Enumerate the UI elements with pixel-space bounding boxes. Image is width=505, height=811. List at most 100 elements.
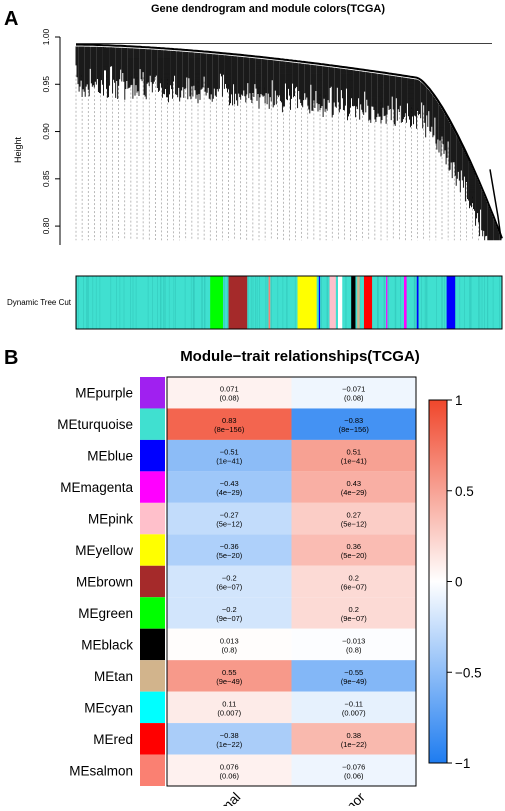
heatmap-cell	[291, 502, 416, 535]
heatmap-cell	[167, 471, 292, 503]
cell-correlation: 0.076	[220, 762, 239, 771]
cell-correlation: −0.2	[222, 605, 237, 614]
dendrogram-top	[76, 43, 503, 239]
module-swatch	[140, 471, 165, 503]
module-label: MEpurple	[75, 386, 133, 401]
cell-pvalue: (8e−156)	[339, 425, 370, 434]
cell-pvalue: (5e−20)	[341, 551, 368, 560]
heatmap-cell	[167, 408, 292, 440]
cell-correlation: 0.38	[346, 731, 361, 740]
cell-pvalue: (1e−22)	[341, 740, 368, 749]
cell-pvalue: (5e−12)	[216, 520, 243, 529]
panel-a-label: A	[4, 8, 18, 30]
dendrogram-tail	[489, 169, 502, 239]
cell-correlation: 0.36	[346, 542, 361, 551]
panel-a: A Gene dendrogram and module colors(TCGA…	[4, 3, 503, 330]
legend-tick-label: 1	[455, 393, 463, 408]
module-label: MEbrown	[76, 575, 133, 590]
cell-pvalue: (6e−07)	[216, 583, 243, 592]
cell-correlation: 0.51	[346, 448, 361, 457]
cell-pvalue: (0.007)	[217, 708, 241, 717]
color-band	[297, 276, 317, 329]
color-band	[228, 276, 248, 329]
cell-correlation: 0.27	[346, 511, 361, 520]
cell-correlation: −0.27	[220, 511, 239, 520]
dendrogram-y-label: Height	[13, 136, 23, 163]
module-label: MEturquoise	[57, 417, 133, 432]
module-swatch	[140, 534, 165, 566]
y-tick-label: 0.95	[41, 76, 51, 93]
heatmap-cell	[291, 691, 416, 724]
cell-pvalue: (0.8)	[346, 645, 362, 654]
color-bar-frame	[75, 275, 503, 330]
heatmap-cell	[167, 660, 292, 692]
color-band	[351, 276, 356, 329]
module-swatch	[140, 439, 165, 472]
color-bar-label: Dynamic Tree Cut	[7, 298, 72, 307]
heatmap-cell	[167, 565, 292, 598]
heatmap-cell	[291, 597, 416, 629]
heatmap-cell	[167, 534, 292, 566]
color-band	[318, 276, 321, 329]
cell-correlation: −0.36	[220, 542, 239, 551]
cell-pvalue: (0.08)	[344, 394, 364, 403]
module-label: MEblue	[87, 449, 133, 464]
cell-pvalue: (8e−156)	[214, 425, 245, 434]
color-band	[446, 276, 456, 329]
cell-correlation: 0.013	[220, 636, 239, 645]
cell-correlation: −0.55	[344, 668, 363, 677]
y-tick-label: 1.00	[41, 28, 51, 45]
cell-correlation: 0.83	[222, 416, 237, 425]
legend-tick-label: 0	[455, 575, 463, 590]
heatmap-cell	[167, 439, 292, 472]
cell-pvalue: (5e−20)	[216, 551, 243, 560]
cell-pvalue: (5e−12)	[341, 520, 368, 529]
heatmap-legend: 1 0.5 0 −0.5 −1	[428, 393, 482, 771]
heatmap-cell	[167, 377, 292, 409]
dendrogram-leaf-guides	[75, 74, 485, 241]
cell-pvalue: (6e−07)	[341, 583, 368, 592]
color-band	[337, 276, 343, 329]
cell-correlation: 0.2	[349, 574, 359, 583]
legend-tick-label: −0.5	[455, 665, 482, 680]
cell-correlation: −0.38	[220, 731, 239, 740]
heatmap-cell	[291, 439, 416, 472]
cell-correlation: −0.076	[342, 762, 365, 771]
column-label: Tumor	[330, 789, 368, 806]
module-label: MEyellow	[75, 543, 133, 558]
heatmap-cell	[291, 377, 416, 409]
legend-tick-label: 0.5	[455, 484, 474, 499]
cell-pvalue: (0.08)	[219, 394, 239, 403]
cell-pvalue: (0.8)	[222, 645, 238, 654]
module-label: MEgreen	[78, 606, 133, 621]
cell-correlation: 0.071	[220, 385, 239, 394]
dendrogram-tree	[75, 43, 503, 241]
column-label: Normal	[202, 790, 243, 806]
cell-pvalue: (1e−41)	[341, 457, 368, 466]
heatmap-cell	[291, 723, 416, 755]
module-swatch	[140, 565, 165, 598]
cell-pvalue: (9e−07)	[341, 614, 368, 623]
module-swatch	[140, 502, 165, 535]
cell-pvalue: (9e−49)	[216, 677, 243, 686]
heatmap-cell	[167, 597, 292, 629]
module-swatch	[140, 408, 165, 440]
color-band	[404, 276, 407, 329]
heatmap-cell	[167, 628, 292, 661]
cell-pvalue: (1e−22)	[216, 740, 243, 749]
module-swatch	[140, 723, 165, 755]
heatmap-cell	[291, 660, 416, 692]
heatmap-cell	[291, 534, 416, 566]
module-label: MEblack	[81, 637, 133, 652]
color-band	[268, 276, 271, 329]
cell-correlation: −0.83	[344, 416, 363, 425]
heatmap: MEpurple 0.071(0.08)−0.071(0.08)MEturquoi…	[57, 376, 417, 811]
color-band	[386, 276, 388, 329]
module-label: MEred	[93, 732, 133, 747]
heatmap-cell	[291, 565, 416, 598]
cell-pvalue: (9e−49)	[341, 677, 368, 686]
heatmap-frame	[166, 376, 417, 787]
color-band	[357, 276, 360, 329]
color-band	[363, 276, 373, 329]
